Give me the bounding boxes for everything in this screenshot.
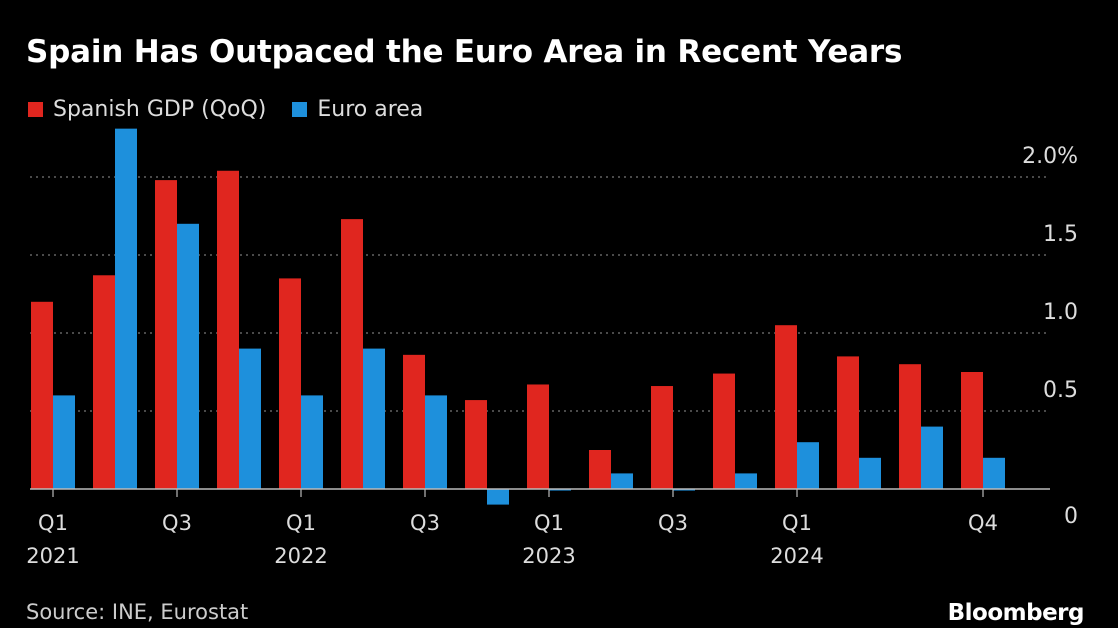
x-tick-year-label: 2023: [522, 544, 575, 568]
x-tick-label: Q1: [38, 511, 68, 535]
bar-euro: [53, 395, 75, 489]
bar-euro: [921, 426, 943, 489]
x-tick-label: Q1: [782, 511, 812, 535]
bar-euro: [797, 442, 819, 489]
x-tick-label: Q1: [286, 511, 316, 535]
y-tick-label: 1.5: [1043, 222, 1078, 247]
bar-euro: [673, 489, 695, 491]
legend: Spanish GDP (QoQ) Euro area: [28, 97, 449, 122]
bar-spain: [93, 275, 115, 489]
x-tick-label: Q4: [968, 511, 998, 535]
bar-euro: [363, 348, 385, 489]
bar-spain: [527, 384, 549, 489]
bloomberg-logo: Bloomberg: [947, 600, 1085, 626]
legend-label-spain: Spanish GDP (QoQ): [53, 97, 267, 122]
bar-euro: [239, 348, 261, 489]
y-tick-label: 1.0: [1043, 300, 1078, 325]
x-tick-label: Q3: [658, 511, 688, 535]
y-tick-label: 0.5: [1043, 378, 1078, 403]
bar-spain: [279, 278, 301, 489]
x-tick-label: Q3: [162, 511, 192, 535]
bar-euro: [425, 395, 447, 489]
chart-title: Spain Has Outpaced the Euro Area in Rece…: [26, 34, 903, 70]
bar-euro: [115, 128, 137, 489]
bar-euro: [859, 457, 881, 489]
bar-euro: [549, 489, 571, 491]
bar-spain: [961, 372, 983, 489]
legend-swatch-spain: [28, 102, 43, 117]
source-note: Source: INE, Eurostat: [26, 600, 249, 624]
bar-euro: [177, 223, 199, 490]
bar-spain: [31, 301, 53, 489]
bar-spain: [837, 356, 859, 489]
bar-spain: [341, 219, 363, 489]
bar-euro: [611, 473, 633, 489]
x-tick-year-label: 2021: [26, 544, 79, 568]
bar-spain: [651, 386, 673, 489]
legend-item-spain: Spanish GDP (QoQ): [28, 97, 266, 122]
y-tick-label: 0: [1064, 504, 1078, 529]
bar-euro: [983, 457, 1005, 489]
bar-spain: [775, 325, 797, 489]
x-tick-label: Q3: [410, 511, 440, 535]
bar-spain: [899, 364, 921, 489]
bar-spain: [155, 180, 177, 489]
legend-item-euro: Euro area: [292, 97, 423, 122]
bar-euro: [735, 473, 757, 489]
x-tick-year-label: 2022: [274, 544, 327, 568]
bar-spain: [403, 354, 425, 489]
legend-swatch-euro: [292, 102, 308, 117]
bar-euro: [487, 489, 509, 505]
bar-spain: [465, 400, 487, 489]
bar-spain: [713, 373, 735, 489]
x-tick-label: Q1: [534, 511, 564, 535]
bar-spain: [217, 170, 239, 489]
x-tick-year-label: 2024: [770, 544, 823, 568]
bar-spain: [589, 450, 611, 489]
bar-euro: [301, 395, 323, 489]
y-tick-label: 2.0%: [1022, 144, 1078, 169]
legend-label-euro: Euro area: [317, 97, 424, 122]
